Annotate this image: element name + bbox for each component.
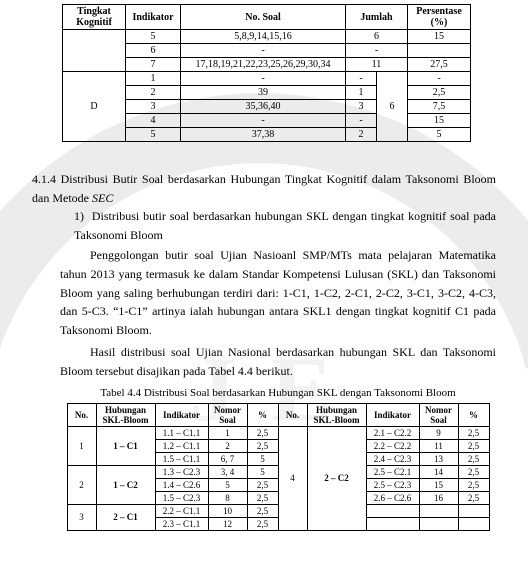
table2-caption: Tabel 4.4 Distribusi Soal berdasarkan Hu… xyxy=(60,387,496,399)
paragraph-2: Hasil distribusi soal Ujian Nasional ber… xyxy=(60,343,496,380)
section-heading: 4.1.4 Distribusi Butir Soal berdasarkan … xyxy=(32,170,496,207)
section-title-italic: SEC xyxy=(92,191,113,205)
item-number: 1) xyxy=(74,209,84,223)
distribution-table: No.HubunganSKL-BloomIndikatorNomorSoal%N… xyxy=(67,403,490,531)
cognitive-table: TingkatKognitifIndikatorNo. SoalJumlahPe… xyxy=(62,4,471,142)
list-item-1: 1) Distribusi butir soal berdasarkan hub… xyxy=(74,207,496,244)
item-text: Distribusi butir soal berdasarkan hubung… xyxy=(74,209,496,242)
section-number: 4.1.4 xyxy=(32,172,56,186)
paragraph-1: Penggolongan butir soal Ujian Nasioanl S… xyxy=(60,246,496,339)
